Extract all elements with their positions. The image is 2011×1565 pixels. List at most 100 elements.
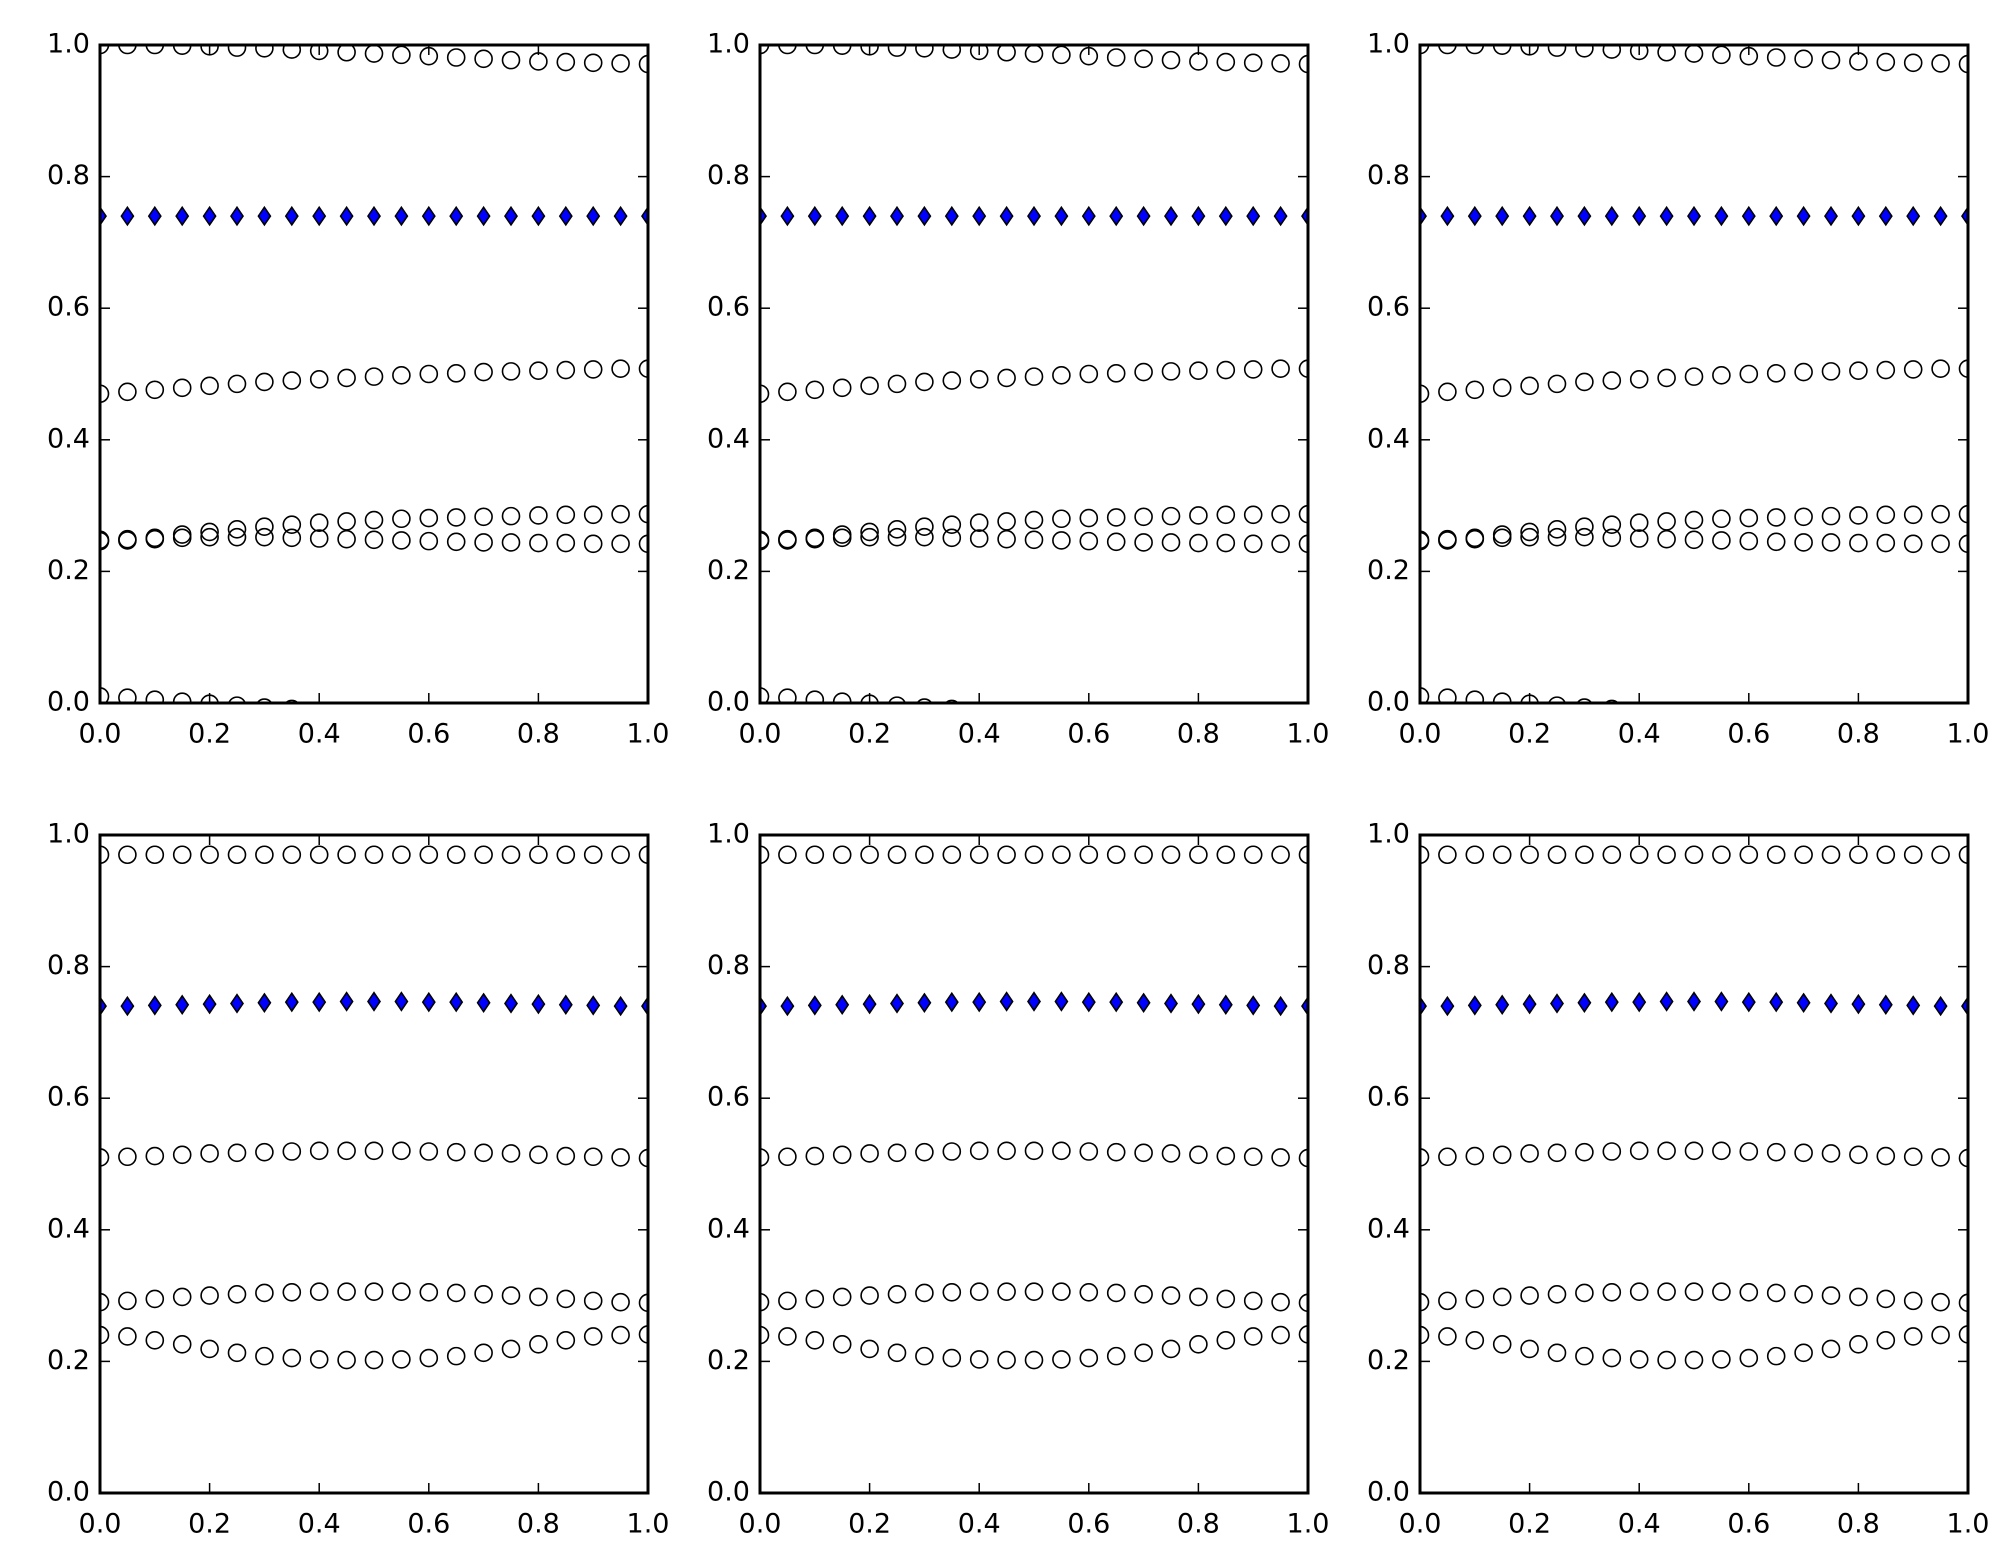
- circle-marker: [1876, 1146, 1896, 1166]
- circle-marker: [805, 380, 825, 400]
- circle-marker: [255, 45, 274, 58]
- circle-marker: [1547, 374, 1567, 394]
- circle-marker: [1575, 517, 1594, 536]
- circle-marker: [1575, 1346, 1594, 1366]
- circle-marker: [1134, 533, 1153, 552]
- circle-marker: [392, 1141, 411, 1161]
- circle-marker: [501, 506, 521, 526]
- circle-marker: [1629, 845, 1649, 865]
- circle-marker: [805, 1146, 825, 1166]
- x-tick-label: 0.0: [79, 1509, 122, 1540]
- circle-marker: [1849, 845, 1868, 865]
- circle-marker: [529, 1334, 548, 1354]
- circle-marker: [227, 374, 247, 394]
- circle-marker: [337, 845, 356, 865]
- circle-marker: [1547, 519, 1567, 539]
- circle-marker: [638, 359, 648, 379]
- circle-marker: [1465, 529, 1485, 549]
- circle-marker: [1849, 1334, 1868, 1354]
- circle-marker: [337, 45, 356, 62]
- circle-marker: [474, 49, 493, 69]
- circle-marker: [638, 1148, 648, 1168]
- circle-marker: [1052, 1350, 1071, 1369]
- diamond-marker: [1577, 992, 1592, 1014]
- circle-marker: [1602, 1142, 1622, 1161]
- circle-marker: [1492, 845, 1512, 865]
- diamond-marker: [1027, 205, 1041, 227]
- circle-marker: [611, 1325, 630, 1345]
- circle-marker: [1739, 508, 1759, 528]
- circle-marker: [1739, 1142, 1759, 1161]
- y-tick-label: 1.0: [707, 29, 750, 60]
- circle-marker: [1849, 361, 1868, 381]
- circle-marker: [1903, 1291, 1923, 1311]
- diamond-marker: [1769, 991, 1784, 1013]
- marks: [1420, 45, 1968, 703]
- circle-marker: [282, 1142, 302, 1161]
- y-tick-label: 0.8: [707, 160, 750, 191]
- circle-marker: [118, 688, 137, 703]
- circle-marker: [1492, 528, 1512, 548]
- circle-marker: [100, 687, 110, 703]
- diamond-marker: [1796, 992, 1811, 1014]
- circle-marker: [1243, 360, 1263, 379]
- circle-marker: [887, 374, 907, 394]
- circle-marker: [1629, 1350, 1649, 1369]
- circle-marker: [501, 1286, 521, 1305]
- diamond-marker: [999, 205, 1014, 227]
- circle-marker: [778, 688, 797, 703]
- circle-marker: [1243, 505, 1263, 525]
- circle-marker: [556, 533, 576, 553]
- circle-marker: [1161, 50, 1181, 70]
- circle-marker: [1629, 1141, 1649, 1161]
- circle-marker: [1629, 369, 1649, 389]
- circle-marker: [1134, 845, 1153, 865]
- circle-marker: [1161, 1144, 1181, 1163]
- circle-marker: [1271, 54, 1290, 73]
- circle-marker: [1465, 1146, 1485, 1166]
- circle-marker: [1024, 1282, 1044, 1301]
- circle-marker: [1106, 845, 1126, 865]
- x-tick-label: 1.0: [1287, 719, 1330, 750]
- circle-marker: [145, 45, 165, 55]
- diamond-marker: [147, 995, 162, 1016]
- circle-marker: [1657, 1141, 1676, 1161]
- circle-marker: [942, 1283, 962, 1302]
- diamond-marker: [147, 205, 162, 227]
- diamond-marker: [312, 205, 327, 227]
- circle-marker: [1438, 688, 1457, 703]
- circle-marker: [1492, 1334, 1512, 1354]
- diamond-marker: [1687, 991, 1701, 1012]
- circle-marker: [1298, 1325, 1308, 1344]
- circle-marker: [309, 45, 329, 61]
- circle-marker: [1492, 1287, 1512, 1307]
- circle-marker: [1024, 845, 1044, 865]
- diamond-marker: [531, 993, 546, 1015]
- diamond-marker: [944, 205, 959, 227]
- circle-marker: [1134, 1143, 1153, 1163]
- circle-marker: [419, 1348, 439, 1368]
- circle-marker: [1575, 1283, 1594, 1303]
- diamond-marker: [1741, 205, 1756, 227]
- circle-marker: [611, 359, 630, 379]
- circle-marker: [309, 529, 329, 548]
- circle-marker: [942, 845, 962, 865]
- circle-marker: [1465, 45, 1485, 55]
- circle-marker: [832, 378, 852, 398]
- diamond-marker: [1933, 205, 1948, 227]
- circle-marker: [1684, 530, 1704, 550]
- diamond-marker: [862, 205, 877, 227]
- circle-marker: [1298, 54, 1308, 74]
- circle-marker: [1931, 504, 1950, 524]
- circle-marker: [227, 519, 247, 539]
- circle-marker: [1106, 364, 1126, 383]
- diamond-marker: [1164, 993, 1178, 1014]
- circle-marker: [556, 845, 576, 865]
- circle-marker: [611, 1292, 630, 1312]
- circle-marker: [1420, 1325, 1430, 1345]
- circle-marker: [419, 1142, 439, 1161]
- diamond-marker: [1440, 205, 1455, 227]
- circle-marker: [1438, 1147, 1457, 1167]
- circle-marker: [1794, 362, 1813, 382]
- circle-marker: [1243, 1147, 1263, 1167]
